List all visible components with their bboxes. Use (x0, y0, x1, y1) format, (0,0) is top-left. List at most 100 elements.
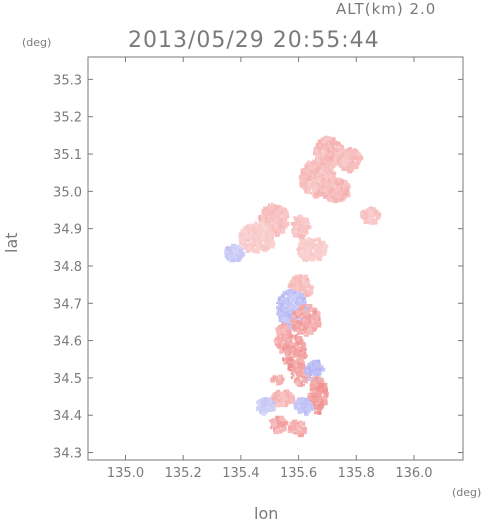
echo-cell (311, 401, 316, 407)
echo-cell (225, 247, 229, 251)
x-tick-label: 135.4 (222, 466, 259, 481)
echo-cell (291, 396, 295, 400)
echo-cell (309, 403, 312, 406)
echo-cell (330, 141, 335, 146)
echo-cell (312, 176, 315, 179)
echo-cell (240, 252, 246, 257)
echo-cell (295, 276, 299, 280)
echo-cell (272, 376, 276, 381)
echo-cell (328, 185, 332, 189)
echo-cell (300, 339, 304, 342)
echo-cell (348, 155, 353, 160)
echo-cell (334, 188, 340, 193)
echo-cell (281, 325, 284, 328)
echo-cell (260, 409, 263, 413)
echo-cell (269, 215, 274, 220)
echo-cell (286, 318, 291, 323)
echo-cell (357, 153, 362, 158)
echo-cell (300, 297, 306, 302)
echo-cell (263, 217, 268, 222)
echo-cell (320, 173, 324, 177)
echo-cell (248, 245, 251, 248)
echo-cell (343, 180, 348, 185)
echo-cell (317, 391, 322, 397)
echo-cell (272, 220, 278, 225)
echo-cell (294, 380, 297, 383)
echo-cell (278, 329, 282, 332)
echo-cell (294, 370, 299, 374)
echo-cell (279, 298, 283, 302)
echo-cell (254, 236, 258, 241)
echo-cell (285, 313, 290, 318)
x-tick-label: 135.8 (338, 466, 375, 481)
echo-cell (302, 427, 307, 432)
echo-cell (307, 183, 312, 188)
echo-cell (284, 306, 289, 311)
echo-cell (265, 405, 270, 409)
echo-cell (332, 184, 336, 188)
echo-cell (276, 210, 280, 213)
echo-cell (341, 153, 346, 158)
echo-cell (274, 400, 278, 405)
echo-cell (232, 249, 238, 255)
echo-cell (290, 295, 294, 299)
echo-cell (291, 368, 295, 372)
echo-cell (314, 366, 319, 371)
echo-cell (313, 383, 318, 388)
echo-cell (357, 160, 360, 163)
echo-cell (254, 224, 258, 227)
echo-cell (299, 358, 304, 363)
echo-cell (321, 399, 324, 402)
echo-cell (328, 164, 333, 169)
echo-cell (293, 431, 297, 435)
echo-cell (298, 320, 303, 325)
echo-cell (284, 329, 288, 332)
echo-cell (326, 157, 332, 163)
echo-cell (246, 238, 251, 242)
echo-cell (309, 373, 313, 376)
echo-cell (312, 318, 317, 323)
echo-cell (331, 150, 334, 153)
echo-cell (308, 290, 314, 295)
echo-cell (259, 242, 262, 245)
echo-cell (273, 231, 276, 234)
echo-cell (269, 223, 273, 227)
echo-cell (261, 411, 266, 416)
echo-cell (283, 361, 287, 365)
echo-cell (316, 310, 320, 315)
echo-cell (263, 403, 266, 406)
echo-cell (313, 189, 317, 193)
echo-cell (280, 426, 286, 432)
y-tick-label: 34.6 (53, 335, 82, 350)
echo-cell (289, 349, 294, 353)
echo-cell (292, 315, 296, 319)
echo-cell (277, 421, 282, 426)
echo-cell (285, 394, 290, 398)
echo-cell (307, 172, 313, 178)
echo-cell (268, 209, 274, 215)
echo-cell (323, 143, 328, 148)
echo-cell (282, 207, 287, 212)
echo-cell (355, 149, 360, 154)
echo-cell (317, 321, 322, 326)
echo-cell (315, 177, 318, 181)
echo-cell (336, 177, 341, 182)
echo-cell (302, 318, 306, 322)
y-tick-label: 34.4 (53, 409, 82, 424)
echo-cell (319, 161, 322, 164)
echo-cell (269, 406, 272, 409)
echo-cell (308, 165, 314, 171)
echo-cell (284, 292, 288, 295)
echo-cell (338, 151, 343, 156)
echo-cell (278, 296, 282, 300)
echo-cell (339, 150, 343, 153)
echo-cell (300, 168, 303, 171)
echo-cell (340, 190, 345, 195)
echo-cell (358, 161, 361, 164)
echo-cell (304, 278, 309, 283)
echo-cell (368, 206, 373, 211)
echo-cell (248, 227, 251, 230)
echo-cell (266, 208, 271, 213)
echo-cell (295, 421, 300, 426)
echo-cell (324, 182, 329, 187)
